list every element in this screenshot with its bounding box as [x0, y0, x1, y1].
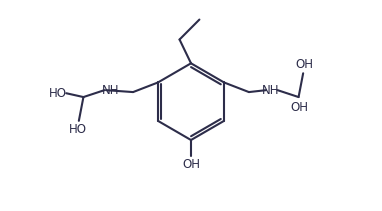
Text: NH: NH [262, 84, 280, 97]
Text: OH: OH [290, 101, 308, 114]
Text: OH: OH [182, 158, 200, 171]
Text: HO: HO [49, 87, 67, 100]
Text: NH: NH [102, 84, 120, 97]
Text: OH: OH [295, 58, 313, 71]
Text: HO: HO [69, 123, 87, 136]
